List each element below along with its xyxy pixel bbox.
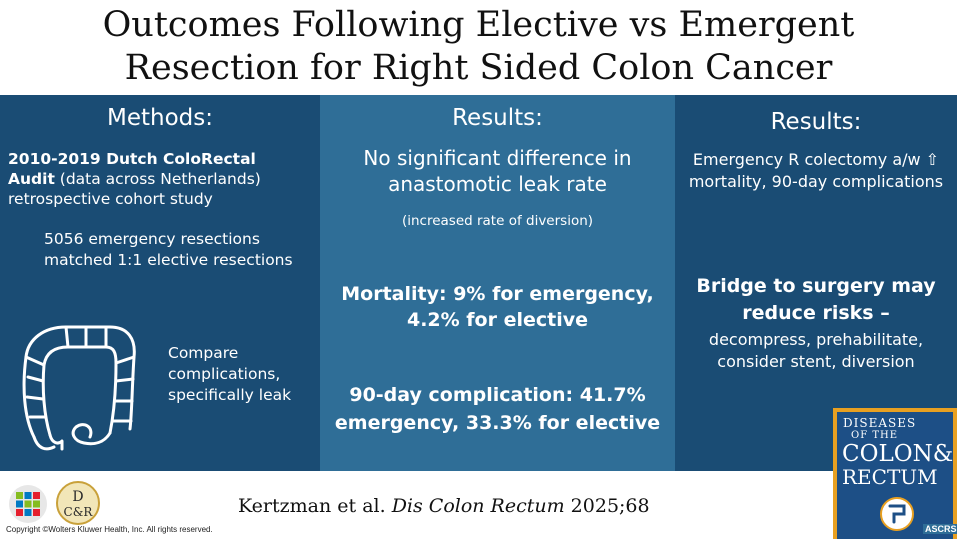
cover-line-1: DISEASES [843,416,917,430]
results-panel-1: Results: No significant difference in an… [320,95,675,471]
methods-heading: Methods: [107,105,213,131]
cover-badge: ASCRS [923,524,957,534]
dcr-logo-top: D [72,489,83,505]
study-description: 2010-2019 Dutch ColoRectal Audit (data a… [8,149,308,209]
citation-authors: Kertzman et al. [238,495,392,517]
complication-result: 90-day complication: 41.7% emergency, 33… [334,384,661,434]
leak-rate-finding: No significant difference in anastomotic… [363,146,632,196]
title-line-2: Resection for Right Sided Colon Cancer [124,48,833,88]
dcr-logo-bottom: C&R [64,505,94,519]
wolters-kluwer-logo-icon [9,485,47,523]
page-title: Outcomes Following Elective vs Emergent … [0,4,957,90]
citation-year: 2025;68 [564,495,650,517]
study-details: (data across Netherlands) retrospective … [8,170,261,208]
bridge-options: decompress, prehabilitate, consider sten… [708,330,924,371]
study-name: 2010-2019 Dutch ColoRectal Audit [8,150,256,188]
cover-line-3: COLON& [842,441,954,467]
compare-complications: Compare complications, specifically leak [168,344,292,404]
journal-cover: DISEASES OF THE COLON& RECTUM ASCRS [833,408,957,539]
results1-heading: Results: [452,105,543,131]
cover-emblem-icon [880,497,914,531]
mortality-result: Mortality: 9% for emergency, 4.2% for el… [341,283,654,331]
cover-line-4: RECTUM [842,465,938,489]
colon-icon [22,325,136,451]
citation-journal: Dis Colon Rectum [391,495,565,517]
emergency-summary: Emergency R colectomy a/w ⇧ mortality, 9… [688,150,944,191]
matched-resections: 5056 emergency resections matched 1:1 el… [44,230,293,269]
bridge-to-surgery: Bridge to surgery may reduce risks – [696,275,936,324]
dcr-logo-icon: D C&R [56,481,100,525]
methods-panel: Methods: 2010-2019 Dutch ColoRectal Audi… [0,95,320,471]
cover-line-2: OF THE [851,430,899,441]
results2-heading: Results: [770,109,862,135]
results-panel-2: Results: Emergency R colectomy a/w ⇧ mor… [675,95,957,471]
diversion-note: (increased rate of diversion) [401,213,594,229]
copyright: Copyright ©Wolters Kluwer Health, Inc. A… [6,525,213,534]
title-line-1: Outcomes Following Elective vs Emergent [102,5,855,45]
citation: Kertzman et al. Dis Colon Rectum 2025;68 [238,495,650,517]
